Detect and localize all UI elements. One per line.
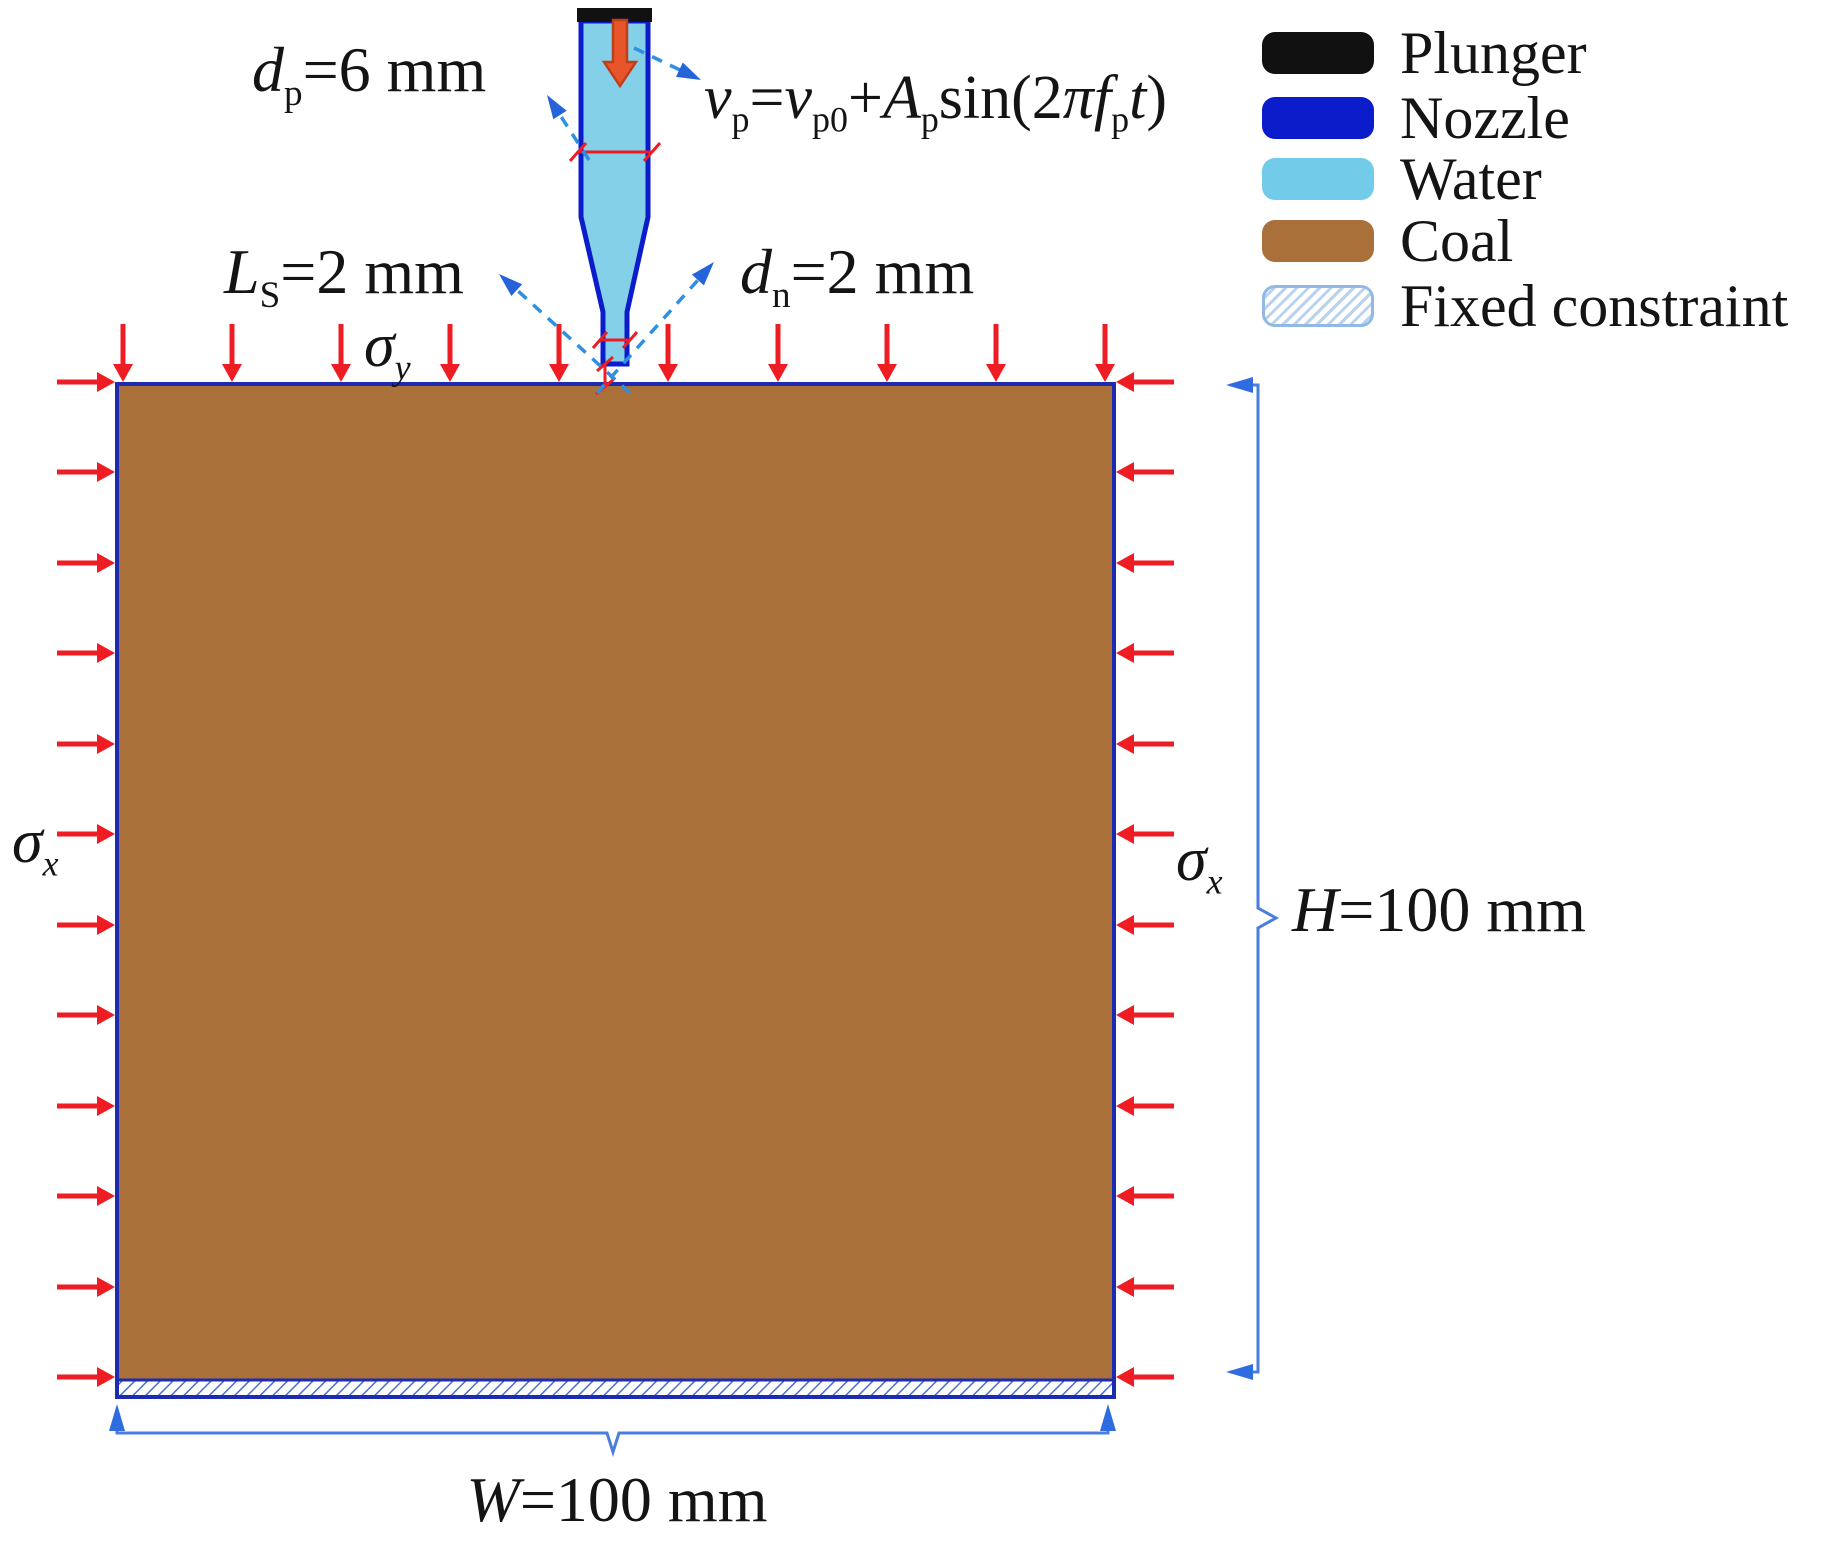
dn-leader [595, 278, 700, 395]
stress-arrow [222, 324, 242, 382]
dp-label: dp=6 mm [252, 34, 487, 114]
height-arrowhead-bottom [1226, 1364, 1253, 1380]
legend-label: Fixed constraint [1400, 272, 1789, 339]
coal-block-border [115, 382, 1116, 1399]
leader-lines [515, 46, 700, 395]
stress-arrow [877, 324, 897, 382]
stress-arrow [57, 372, 115, 392]
leader-arrowheads [499, 62, 714, 296]
coal-swatch [1262, 220, 1374, 262]
stress-arrow [331, 324, 351, 382]
sigma-y-label: σy [364, 312, 411, 388]
legend-label: Nozzle [1400, 84, 1570, 151]
coal-block [119, 386, 1112, 1382]
legend-row-water: Water [1262, 146, 1542, 212]
stress-arrow [1116, 643, 1174, 663]
stress-arrow [57, 643, 115, 663]
plunger-velocity-formula: vp=vp0+Apsin(2πfpt) [704, 64, 1167, 140]
nozzle-swatch [1262, 97, 1374, 139]
ls-leader-arrowhead [499, 274, 523, 296]
sigma-x-left-label: σx [12, 808, 59, 884]
legend-row-coal: Coal [1262, 208, 1513, 274]
plunger-velocity-arrow [601, 18, 639, 89]
height-dimension [1226, 377, 1280, 1380]
stress-arrow [57, 1186, 115, 1206]
legend-label: Coal [1400, 207, 1514, 274]
stress-arrow [1095, 324, 1115, 382]
stress-arrow [1116, 1277, 1174, 1297]
stress-arrow [1116, 462, 1174, 482]
stress-arrow [57, 1367, 115, 1387]
dp-leader-arrowhead [547, 95, 567, 120]
stress-arrow [440, 324, 460, 382]
dn-leader-arrowhead [691, 262, 714, 286]
stress-arrow [57, 734, 115, 754]
water-swatch [1262, 158, 1374, 200]
width-dimension [109, 1404, 1116, 1457]
fixed-constraint-swatch [1262, 285, 1374, 327]
legend-label: Plunger [1400, 19, 1587, 86]
stress-arrow [57, 553, 115, 573]
stress-arrow [1116, 1186, 1174, 1206]
stress-arrow [57, 1096, 115, 1116]
stress-arrow [1116, 824, 1174, 844]
stress-arrow [57, 1277, 115, 1297]
sigma-x-right-label: σx [1176, 826, 1223, 902]
stress-arrow [57, 915, 115, 935]
sigma-x-left-arrows [57, 372, 115, 1387]
stress-arrow [658, 324, 678, 382]
dn-measure [591, 331, 639, 349]
stress-arrow [57, 1005, 115, 1025]
width-dim-label: W=100 mm [466, 1464, 768, 1535]
stress-arrow [986, 324, 1006, 382]
vp-leader [633, 46, 681, 72]
stress-arrow [57, 824, 115, 844]
stress-arrow [768, 324, 788, 382]
plunger-cap [577, 8, 652, 22]
stress-arrow [57, 462, 115, 482]
stress-arrow [113, 324, 133, 382]
legend-row-nozzle: Nozzle [1262, 85, 1570, 151]
plunger-swatch [1262, 32, 1374, 74]
stress-arrow [1116, 1367, 1174, 1387]
legend-row-plunger: Plunger [1262, 20, 1587, 86]
ls-label: LS=2 mm [224, 236, 464, 316]
stress-arrow [1116, 734, 1174, 754]
dn-label: dn=2 mm [740, 236, 975, 316]
height-arrowhead-top [1226, 377, 1253, 393]
vp-leader-arrowhead [676, 62, 701, 80]
width-arrowhead-right [1100, 1404, 1116, 1431]
height-dim-label: H=100 mm [1292, 874, 1586, 945]
width-arrowhead-left [109, 1404, 125, 1431]
legend-label: Water [1400, 145, 1542, 212]
stress-arrow [1116, 1005, 1174, 1025]
sigma-x-right-arrows [1116, 372, 1174, 1387]
dp-measure [568, 142, 662, 162]
stress-arrow [1116, 553, 1174, 573]
stress-arrow [1116, 915, 1174, 935]
stress-arrow [1116, 1096, 1174, 1116]
stress-arrow [1116, 372, 1174, 392]
fixed-constraint-strip [119, 1381, 1112, 1396]
dp-leader [558, 114, 591, 161]
legend-row-fixed-constraint: Fixed constraint [1262, 273, 1788, 339]
nozzle-body [578, 18, 651, 367]
